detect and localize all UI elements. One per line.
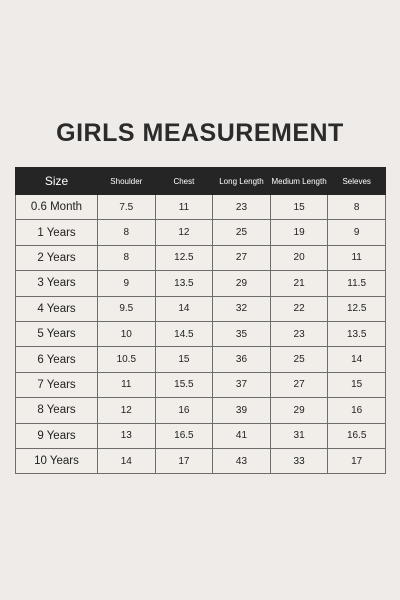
cell-long-length: 41 — [212, 422, 271, 449]
cell-shoulder: 13 — [97, 422, 156, 449]
cell-shoulder: 12 — [97, 397, 156, 424]
cell-long-length: 36 — [212, 346, 271, 373]
table-row: 0.6 Month 7.5 11 23 15 8 — [15, 193, 386, 221]
cell-long-length: 37 — [212, 371, 271, 399]
table-header: Size Shoulder Chest Long Length Medium L… — [15, 167, 386, 195]
cell-shoulder: 14 — [97, 447, 156, 475]
cell-sleeves: 11.5 — [327, 270, 386, 297]
cell-long-length: 25 — [212, 219, 271, 246]
cell-chest: 12.5 — [154, 244, 214, 272]
table-row: 5 Years 10 14.5 35 23 13.5 — [15, 320, 386, 348]
measurement-table: Size Shoulder Chest Long Length Medium L… — [15, 167, 386, 475]
cell-shoulder: 9.5 — [97, 295, 156, 322]
cell-long-length: 39 — [212, 397, 271, 424]
cell-chest: 17 — [154, 447, 214, 475]
cell-chest: 16.5 — [154, 422, 214, 449]
cell-shoulder: 9 — [97, 270, 156, 297]
cell-chest: 12 — [154, 219, 214, 246]
cell-size: 10 Years — [15, 447, 98, 475]
cell-shoulder: 10 — [97, 320, 156, 348]
cell-chest: 13.5 — [154, 270, 214, 297]
header-sleeves: Seleves — [327, 167, 386, 195]
cell-shoulder: 7.5 — [97, 193, 156, 221]
cell-medium-length: 15 — [269, 193, 329, 221]
cell-long-length: 43 — [212, 447, 271, 475]
cell-chest: 14 — [154, 295, 214, 322]
cell-medium-length: 33 — [269, 447, 329, 475]
page-title: GIRLS MEASUREMENT — [56, 119, 344, 147]
cell-chest: 11 — [154, 193, 214, 221]
cell-sleeves: 9 — [327, 219, 386, 246]
table-body: 0.6 Month 7.5 11 23 15 8 1 Years 8 12 25 19 9 2 Year… — [15, 193, 386, 475]
cell-medium-length: 25 — [269, 346, 329, 373]
table-row: 6 Years 10.5 15 36 25 14 — [15, 346, 386, 373]
cell-chest: 14.5 — [154, 320, 214, 348]
cell-medium-length: 27 — [269, 371, 329, 399]
cell-long-length: 23 — [212, 193, 271, 221]
header-medium-length: Medium Length — [269, 167, 329, 195]
cell-size: 3 Years — [15, 270, 98, 297]
cell-sleeves: 16.5 — [327, 422, 386, 449]
table-row: 2 Years 8 12.5 27 20 11 — [15, 244, 386, 272]
cell-sleeves: 8 — [327, 193, 386, 221]
cell-sleeves: 15 — [327, 371, 386, 399]
table-row: 4 Years 9.5 14 32 22 12.5 — [15, 295, 386, 322]
cell-long-length: 35 — [212, 320, 271, 348]
cell-medium-length: 21 — [269, 270, 329, 297]
cell-medium-length: 19 — [269, 219, 329, 246]
cell-medium-length: 20 — [269, 244, 329, 272]
cell-size: 6 Years — [15, 346, 98, 373]
cell-size: 1 Years — [15, 219, 98, 246]
cell-chest: 15 — [154, 346, 214, 373]
header-row: Size Shoulder Chest Long Length Medium L… — [15, 167, 386, 195]
cell-sleeves: 16 — [327, 397, 386, 424]
cell-shoulder: 8 — [97, 219, 156, 246]
table-row: 7 Years 11 15.5 37 27 15 — [15, 371, 386, 399]
table-row: 3 Years 9 13.5 29 21 11.5 — [15, 270, 386, 297]
cell-shoulder: 11 — [97, 371, 156, 399]
cell-medium-length: 31 — [269, 422, 329, 449]
cell-sleeves: 14 — [327, 346, 386, 373]
cell-long-length: 27 — [212, 244, 271, 272]
cell-sleeves: 13.5 — [327, 320, 386, 348]
table-row: 8 Years 12 16 39 29 16 — [15, 397, 386, 424]
header-shoulder: Shoulder — [97, 167, 156, 195]
cell-size: 9 Years — [15, 422, 98, 449]
cell-size: 5 Years — [15, 320, 98, 348]
cell-chest: 15.5 — [154, 371, 214, 399]
cell-sleeves: 11 — [327, 244, 386, 272]
cell-medium-length: 23 — [269, 320, 329, 348]
cell-long-length: 32 — [212, 295, 271, 322]
cell-shoulder: 10.5 — [97, 346, 156, 373]
cell-size: 2 Years — [15, 244, 98, 272]
cell-sleeves: 17 — [327, 447, 386, 475]
cell-sleeves: 12.5 — [327, 295, 386, 322]
cell-size: 8 Years — [15, 397, 98, 424]
table-row: 10 Years 14 17 43 33 17 — [15, 447, 386, 475]
table-row: 9 Years 13 16.5 41 31 16.5 — [15, 422, 386, 449]
cell-chest: 16 — [154, 397, 214, 424]
cell-medium-length: 22 — [269, 295, 329, 322]
cell-size: 4 Years — [15, 295, 98, 322]
cell-size: 7 Years — [15, 371, 98, 399]
table-row: 1 Years 8 12 25 19 9 — [15, 219, 386, 246]
header-size: Size — [15, 167, 98, 195]
cell-long-length: 29 — [212, 270, 271, 297]
cell-shoulder: 8 — [97, 244, 156, 272]
header-chest: Chest — [154, 167, 214, 195]
header-long-length: Long Length — [212, 167, 271, 195]
cell-medium-length: 29 — [269, 397, 329, 424]
cell-size: 0.6 Month — [15, 193, 98, 221]
